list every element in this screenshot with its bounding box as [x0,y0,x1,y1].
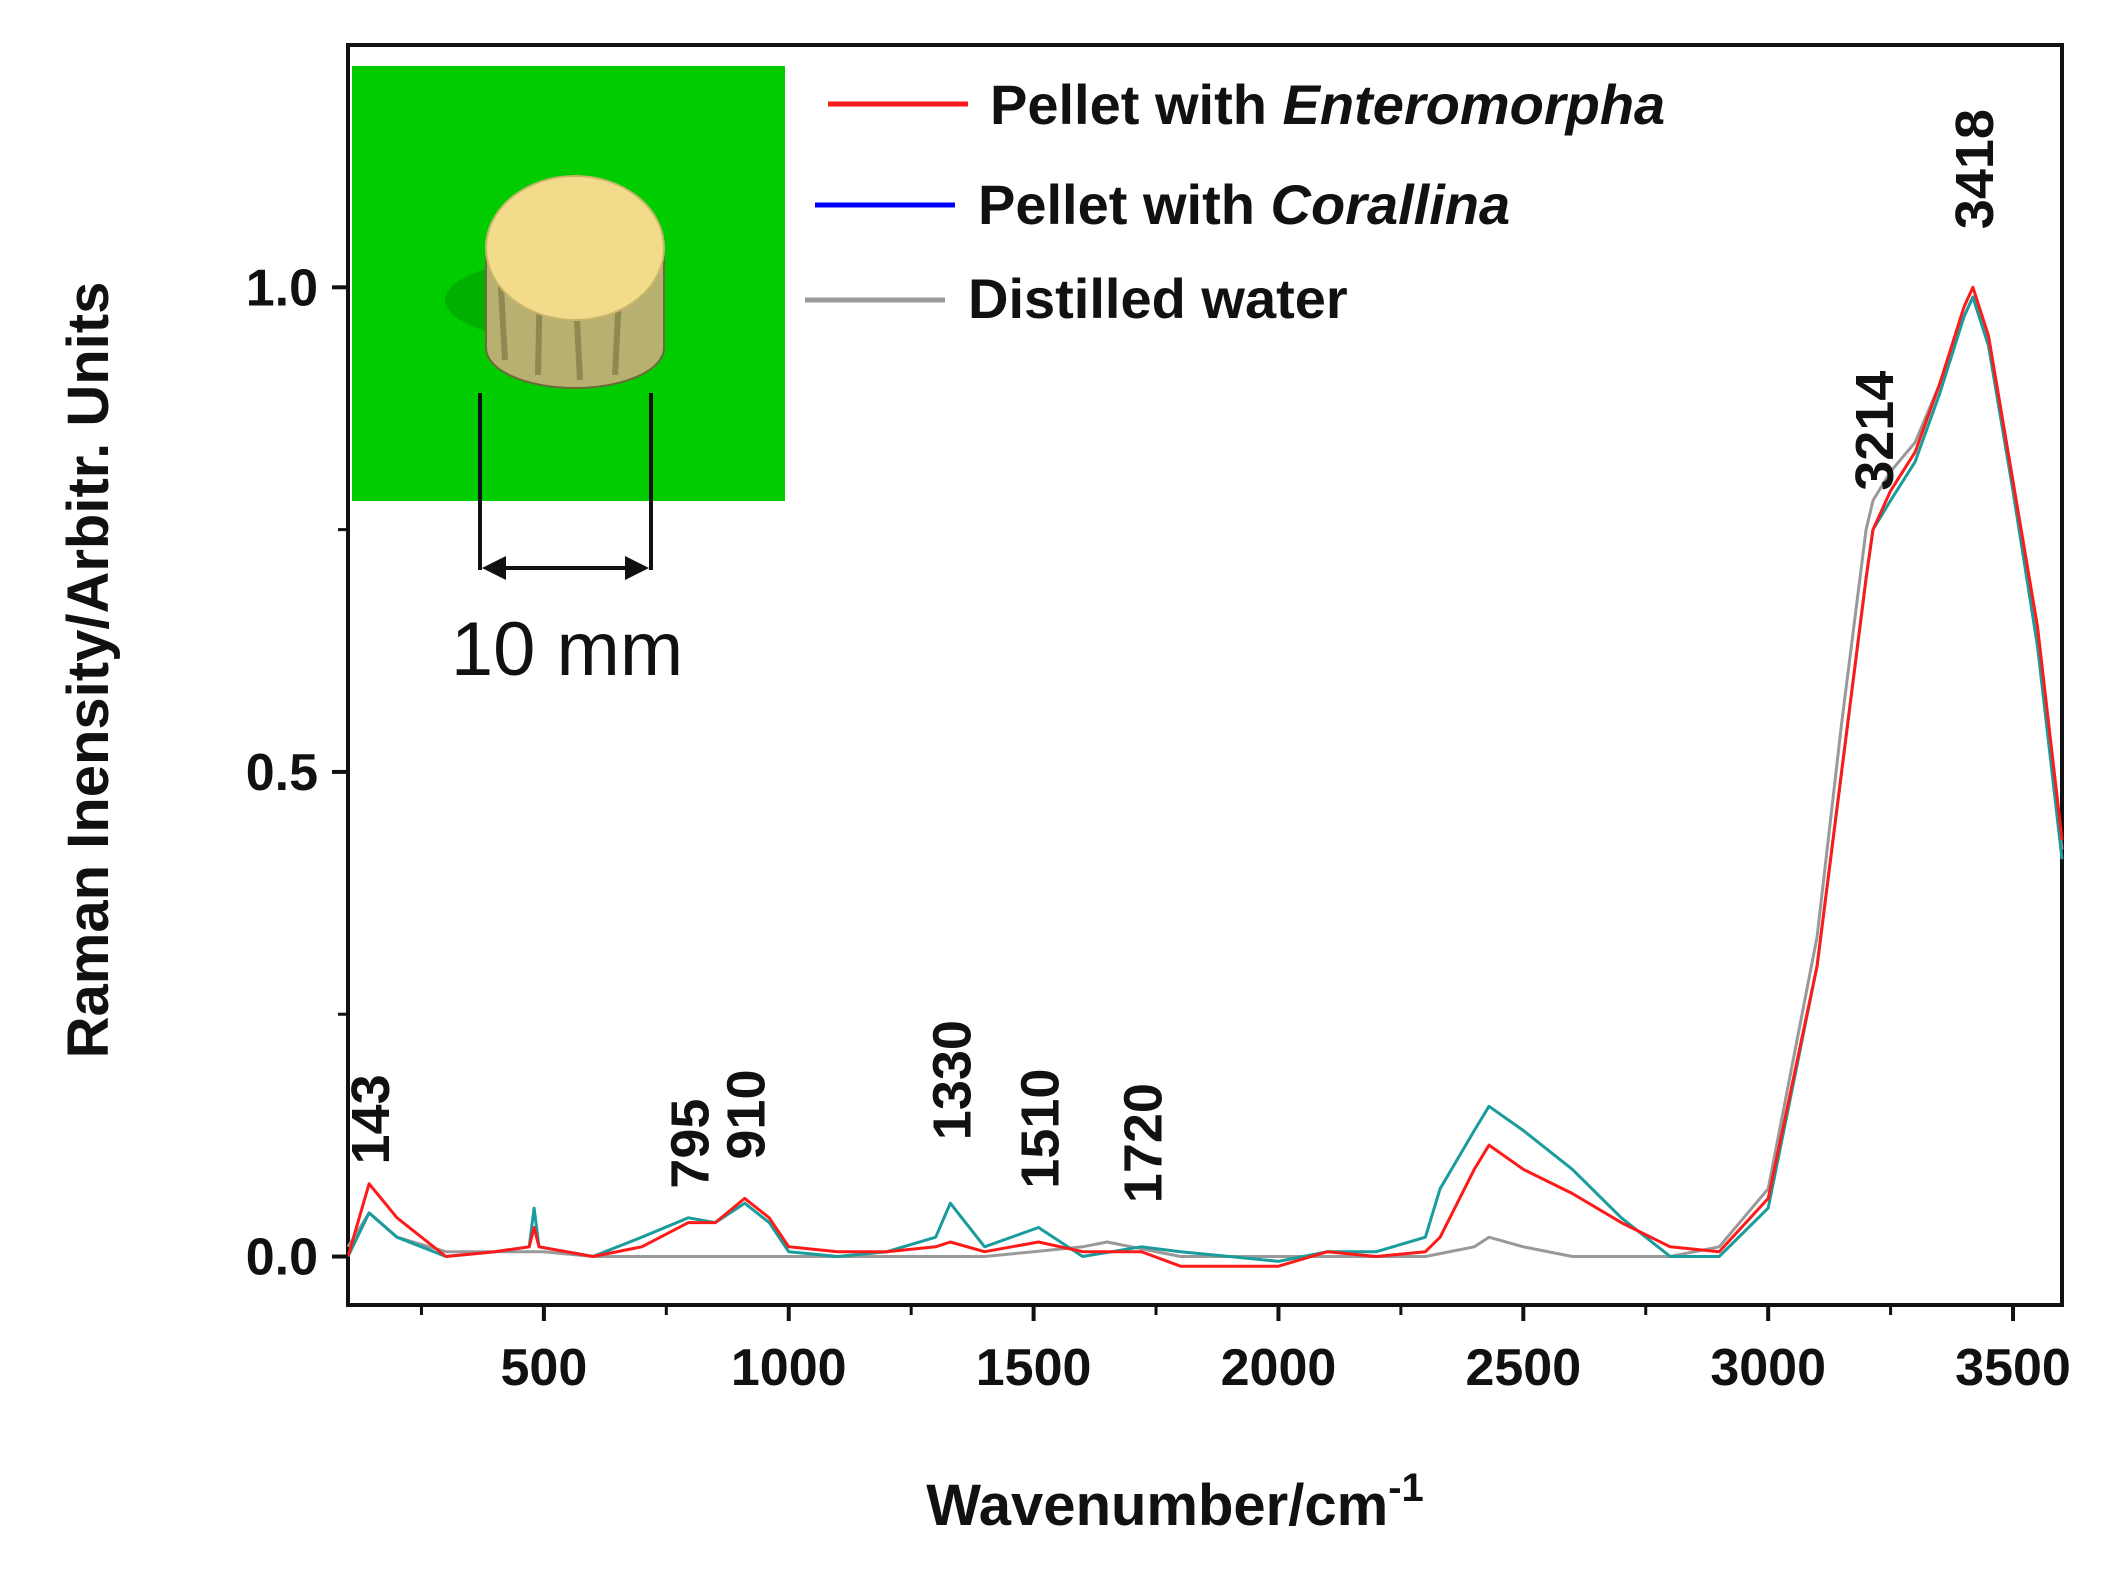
x-axis-title-text: Wavenumber/cm [926,1473,1388,1538]
series-line-pellet-with-enteromorpha [346,285,2064,1268]
y-tick-label: 0.0 [246,1229,318,1287]
legend-label-enteromorpha: Pellet with Enteromorpha [990,73,1665,136]
peak-label-1330: 1330 [922,1020,982,1140]
series-line-distilled-water [346,295,2064,1258]
peak-label-1510: 1510 [1011,1069,1071,1189]
x-axis-title: Wavenumber/cm-1 [926,1466,1424,1538]
peak-label-3418: 3418 [1945,109,2005,229]
x-tick-label: 3500 [1955,1339,2071,1397]
y-tick-label: 0.5 [246,744,318,802]
pellet-top [485,175,665,321]
scale-bar-right-arrow [625,556,649,580]
x-axis-title-superscript: -1 [1388,1466,1424,1510]
y-axis-title: Raman Inensity/Arbitr. Units [56,282,121,1059]
x-tick-label: 1000 [731,1339,847,1397]
legend-label-corallina: Pellet with Corallina [978,173,1510,236]
x-tick-label: 2500 [1465,1339,1581,1397]
x-tick-label: 2000 [1221,1339,1337,1397]
scale-bar-left-arrow [482,556,506,580]
x-tick-label: 3000 [1710,1339,1826,1397]
peak-label-3214: 3214 [1845,371,1905,491]
axis-ticks: 500 1000 1500 2000 2500 3000 3500 0.0 0.5 1.0 [246,259,2071,1397]
pellet-side-shading [497,269,623,381]
peak-label-910: 910 [717,1069,777,1159]
peak-label-143: 143 [341,1074,401,1164]
series-line-pellet-with-corallina [346,295,2064,1263]
peak-label-795: 795 [660,1099,720,1189]
inset-photo: 10 mm [352,66,785,692]
plot-frame [346,43,2064,1307]
scale-bar-label: 10 mm [451,607,683,692]
y-tick-label: 1.0 [246,259,318,317]
legend: Pellet with Enteromorpha Pellet with Cor… [805,73,1665,330]
x-tick-label: 1500 [976,1339,1092,1397]
series-lines [346,285,2064,1268]
x-tick-label: 500 [501,1339,588,1397]
legend-label-water: Distilled water [968,267,1348,330]
peak-label-1720: 1720 [1113,1083,1173,1203]
